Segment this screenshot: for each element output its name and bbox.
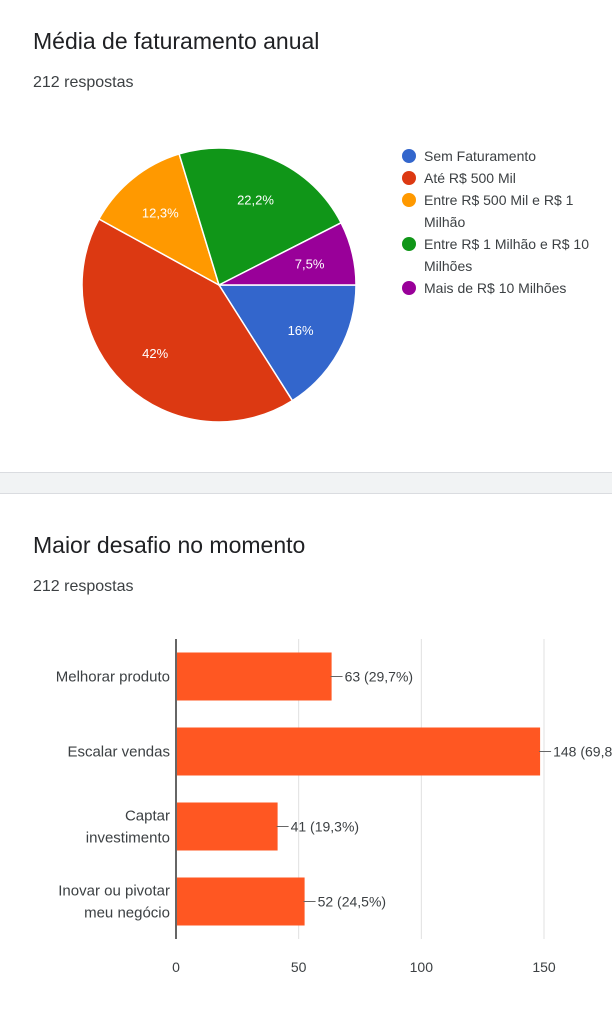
bar[interactable] bbox=[177, 652, 332, 701]
category-label: Escalar vendas bbox=[67, 744, 170, 761]
pie-legend: Sem Faturamento Até R$ 500 Mil Entre R$ 50… bbox=[400, 145, 605, 299]
x-tick-label: 0 bbox=[172, 959, 180, 975]
category-label: Inovar ou pivotar meu negócio bbox=[58, 883, 170, 922]
bar[interactable] bbox=[177, 727, 541, 776]
category-label: Melhorar produto bbox=[56, 669, 170, 686]
pie-slice[interactable] bbox=[218, 221, 357, 286]
card-separator bbox=[0, 473, 612, 493]
legend-label: Entre R$ 1 Milhão e R$ 10 Milhões bbox=[424, 236, 589, 274]
pie-slice-label: 22,2% bbox=[237, 192, 274, 207]
x-tick-label: 100 bbox=[410, 959, 434, 975]
x-tick-label: 150 bbox=[532, 959, 556, 975]
category-label: Captar investimento bbox=[86, 808, 170, 847]
response-count: 212 respostas bbox=[33, 578, 134, 595]
pie-slice-label: 16% bbox=[288, 323, 314, 338]
pie-slice[interactable] bbox=[178, 147, 343, 287]
pie-slice[interactable] bbox=[81, 217, 294, 423]
legend-swatch bbox=[402, 237, 416, 251]
bar[interactable] bbox=[177, 877, 305, 926]
data-label: 41 (19,3%) bbox=[291, 819, 359, 835]
response-count: 212 respostas bbox=[33, 74, 134, 91]
data-label: 52 (24,5%) bbox=[318, 894, 386, 910]
pie-slice-label: 12,3% bbox=[142, 206, 179, 221]
pie-chart: 16% 42% 12,3% 22,2% 7,5% bbox=[81, 147, 357, 423]
legend-swatch bbox=[402, 281, 416, 295]
pie-slice[interactable] bbox=[217, 284, 357, 402]
question-title: Maior desafio no momento bbox=[33, 532, 306, 558]
pie-slice-label: 7,5% bbox=[295, 256, 325, 271]
pie-slice-label: 42% bbox=[142, 346, 168, 361]
legend-label: Entre R$ 500 Mil e R$ 1 Milhão bbox=[424, 192, 574, 230]
legend-swatch bbox=[402, 149, 416, 163]
x-tick-label: 50 bbox=[291, 959, 307, 975]
legend-item[interactable]: Até R$ 500 Mil bbox=[400, 167, 605, 189]
legend-item[interactable]: Entre R$ 500 Mil e R$ 1 Milhão bbox=[400, 189, 605, 233]
legend-item[interactable]: Entre R$ 1 Milhão e R$ 10 Milhões bbox=[400, 233, 605, 277]
legend-label: Até R$ 500 Mil bbox=[424, 170, 516, 186]
legend-swatch bbox=[402, 171, 416, 185]
question-card-faturamento: Média de faturamento anual 212 respostas… bbox=[0, 0, 612, 473]
question-title: Média de faturamento anual bbox=[33, 28, 320, 54]
legend-item[interactable]: Sem Faturamento bbox=[400, 145, 605, 167]
bar-chart: 0 50 100 150 63 (29,7%) Melhorar produto 148 (… bbox=[56, 639, 612, 975]
bar[interactable] bbox=[177, 802, 278, 851]
legend-swatch bbox=[402, 193, 416, 207]
question-card-desafio: Maior desafio no momento 212 respostas 0… bbox=[0, 493, 612, 1025]
data-label: 63 (29,7%) bbox=[345, 669, 413, 685]
data-label: 148 (69,8%) bbox=[553, 744, 612, 760]
legend-label: Sem Faturamento bbox=[424, 148, 537, 164]
legend-item[interactable]: Mais de R$ 10 Milhões bbox=[400, 277, 605, 299]
legend-label: Mais de R$ 10 Milhões bbox=[424, 280, 567, 296]
